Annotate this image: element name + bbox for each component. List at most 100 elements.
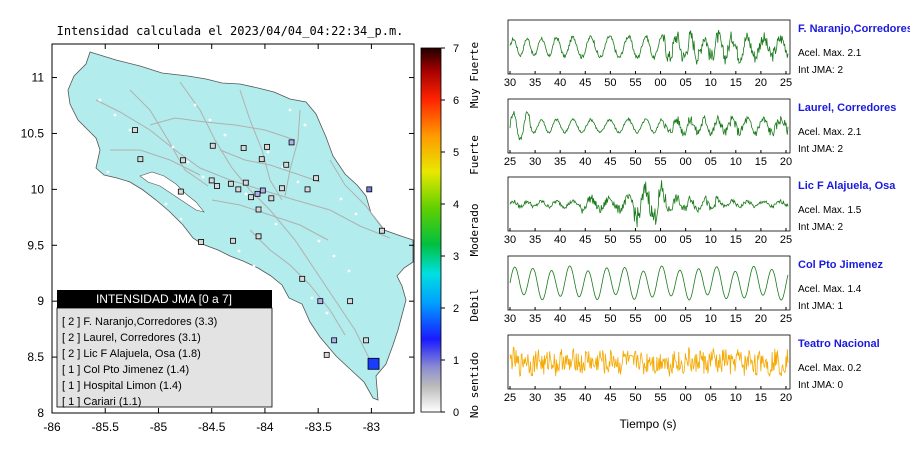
station-marker xyxy=(214,183,220,189)
town-dot xyxy=(128,128,132,132)
waveform-tick-label: 40 xyxy=(579,392,591,404)
road xyxy=(129,89,209,187)
waveform-tick-label: 25 xyxy=(504,156,516,168)
map-y-tick-label: 11 xyxy=(32,71,45,85)
waveform-tick-label: 05 xyxy=(680,234,692,246)
waveform-tick-label: 20 xyxy=(755,313,767,325)
map-x-tick-label: -83 xyxy=(363,420,381,434)
town-dot xyxy=(223,133,227,137)
station-name: Col Pto Jimenez xyxy=(798,259,883,271)
road xyxy=(211,199,329,241)
int-jma: Int JMA: 2 xyxy=(798,144,843,155)
waveform-tick-label: 25 xyxy=(780,77,792,89)
waveform-tick-label: 35 xyxy=(529,77,541,89)
map-y-tick-label: 10 xyxy=(31,182,45,196)
legend-items: [ 2 ] F. Naranjo,Corredores (3.3) [ 2 ] L… xyxy=(62,316,217,408)
station-marker xyxy=(242,179,249,186)
legend-item: [ 1 ] Cariari (1.1) xyxy=(62,396,141,408)
town-dot xyxy=(142,244,146,248)
map-x-tick-label: -85.5 xyxy=(92,420,120,434)
station-markers xyxy=(132,127,385,370)
waveform-panels: 30 35 40 45 50 55 00 05 10 15 20 25 F. Naranjo,Corre… xyxy=(504,19,910,404)
nicoya-gulf xyxy=(139,171,205,213)
colorbar-tick-label: 3 xyxy=(453,251,459,263)
road xyxy=(239,89,283,201)
colorbar-gradient xyxy=(420,47,442,413)
waveform-frame xyxy=(507,98,791,154)
town-dot xyxy=(106,170,110,174)
waveform-panel: 25 30 35 40 45 50 55 00 05 10 15 20 Teatro Nacional A… xyxy=(504,334,880,404)
waveform-tick-label: 55 xyxy=(629,313,641,325)
waveform-tick-label: 55 xyxy=(654,392,666,404)
waveform-tick-label: 40 xyxy=(579,156,591,168)
town-dot xyxy=(252,264,256,268)
station-marker xyxy=(317,298,324,305)
waveform-tick-label: 15 xyxy=(755,392,767,404)
acel-max: Acel. Max. 2.1 xyxy=(798,48,862,59)
waveform-tick-label: 00 xyxy=(654,77,666,89)
map-x-tick-label: -85 xyxy=(150,420,168,434)
legend-item: [ 2 ] F. Naranjo,Corredores (3.3) xyxy=(62,316,217,328)
town-dot xyxy=(288,108,292,112)
station-marker xyxy=(363,337,369,344)
map-y-tick-label: 9.5 xyxy=(27,238,44,252)
waveform-trace xyxy=(509,111,789,141)
station-marker xyxy=(255,233,262,240)
station-marker xyxy=(235,186,242,193)
waveform-tick-label: 15 xyxy=(730,234,742,246)
waveform-tick-label: 50 xyxy=(604,234,616,246)
waveform-tick-label: 55 xyxy=(629,77,641,89)
waveform-tick-label: 30 xyxy=(504,77,516,89)
colorbar-label: Moderado xyxy=(468,204,481,257)
colorbar-label: Debil xyxy=(468,288,481,321)
town-dot xyxy=(310,296,314,300)
station-marker xyxy=(208,177,215,184)
station-marker xyxy=(313,175,319,182)
town-dot xyxy=(347,269,351,273)
station-marker xyxy=(264,143,270,150)
waveform-tick-label: 25 xyxy=(504,392,516,404)
map-y-tick-label: 9 xyxy=(37,294,44,308)
acel-max: Acel. Max. 1.5 xyxy=(798,205,862,216)
waveform-tick-label: 20 xyxy=(780,156,792,168)
colorbar-tick-label: 0 xyxy=(453,407,459,419)
station-marker xyxy=(132,127,138,133)
waveform-tick-label: 00 xyxy=(680,156,692,168)
colorbar: 0 1 2 3 4 5 6 7 No sentido Debil Moderado Fuerte Mu… xyxy=(420,42,481,419)
colorbar-tick-label: 2 xyxy=(453,303,459,315)
waveform-trace xyxy=(509,346,789,377)
station-marker xyxy=(283,161,290,168)
int-jma: Int JMA: 2 xyxy=(798,222,843,233)
station-marker xyxy=(268,195,275,202)
map-x-ticks: -86 -85.5 -85 -84.5 -84 -83.5 -83 xyxy=(43,44,380,434)
map-x-tick-label: -84.5 xyxy=(198,420,226,434)
colorbar-tick-label: 6 xyxy=(453,95,459,107)
town-dot xyxy=(332,254,336,258)
town-dot xyxy=(208,118,212,122)
int-jma: Int JMA: 0 xyxy=(798,380,843,391)
town-dot xyxy=(186,160,190,164)
waveform-tick-label: 45 xyxy=(604,156,616,168)
road-network xyxy=(95,81,391,361)
colorbar-tick-label: 5 xyxy=(453,147,459,159)
legend-title: INTENSIDAD JMA [0 a 7] xyxy=(96,292,232,306)
station-marker xyxy=(240,145,247,151)
colorbar-labels: No sentido Debil Moderado Fuerte Muy Fuerte xyxy=(468,42,481,418)
road xyxy=(284,109,301,197)
waveform-tick-label: 00 xyxy=(654,313,666,325)
waveform-tick-label: 40 xyxy=(554,77,566,89)
map-frame xyxy=(51,43,415,414)
waveform-tick-label: 20 xyxy=(780,392,792,404)
road xyxy=(95,99,391,239)
waveform-tick-label: 55 xyxy=(654,156,666,168)
town-dot xyxy=(120,286,124,290)
station-name: Teatro Nacional xyxy=(798,338,880,350)
station-marker xyxy=(198,239,204,245)
road xyxy=(179,81,371,361)
waveform-panel: 30 35 40 45 50 55 00 05 10 15 20 25 Lic F Alajuela, … xyxy=(504,176,896,246)
waveform-tick-label: 05 xyxy=(705,156,717,168)
town-dot xyxy=(99,227,103,231)
colorbar-tick-label: 7 xyxy=(453,43,459,55)
waveform-tick-label: 15 xyxy=(755,156,767,168)
